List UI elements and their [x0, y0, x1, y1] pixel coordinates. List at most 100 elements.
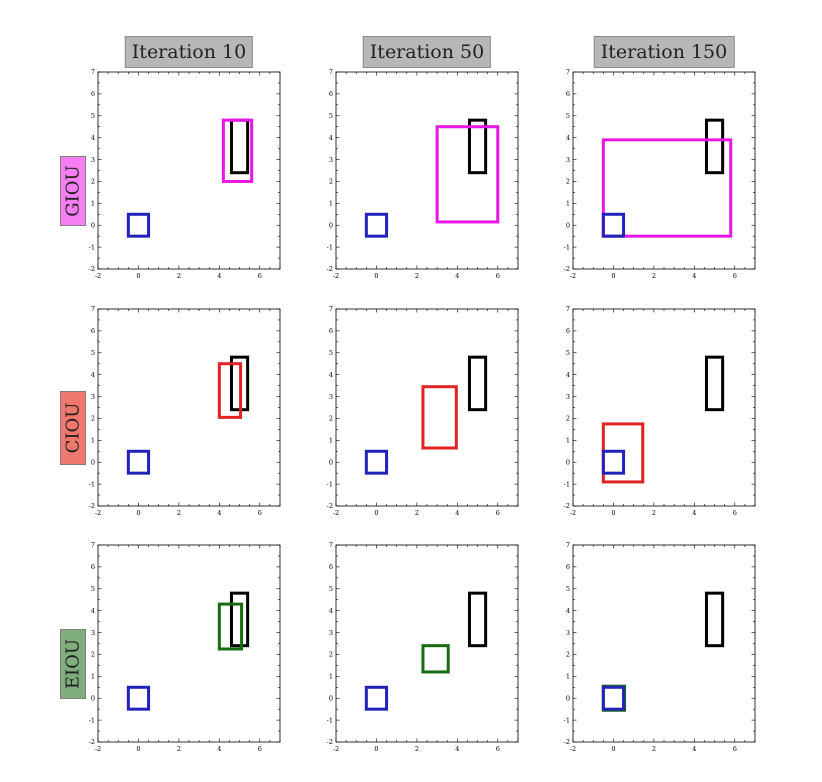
y-tick-label: 3: [329, 629, 333, 637]
x-tick-label: -2: [570, 509, 576, 517]
x-tick-label: -2: [333, 272, 339, 280]
y-tick-label: -1: [564, 243, 570, 251]
x-tick-label: 4: [217, 272, 221, 280]
panel: -2 0 2 4 6 -2 -1 0 1 2 3 4 5 6 7: [89, 68, 281, 280]
y-tick-label: -2: [327, 738, 333, 746]
x-tick-label: 0: [374, 272, 378, 280]
target-box: [229, 591, 250, 648]
y-tick-label: 4: [329, 134, 333, 142]
target-box: [704, 355, 725, 412]
y-tick-label: 0: [91, 694, 95, 702]
row-label: EIOU: [60, 628, 86, 699]
y-tick-label: 2: [91, 651, 95, 659]
x-tick-label: 0: [611, 509, 615, 517]
x-tick-label: 2: [177, 745, 181, 753]
y-tick-label: 1: [91, 673, 95, 681]
x-tick-label: -2: [333, 509, 339, 517]
x-tick-label: 0: [136, 509, 140, 517]
y-tick-label: 2: [329, 415, 333, 423]
y-tick-label: 6: [566, 563, 570, 571]
x-tick-label: 2: [415, 272, 419, 280]
x-tick-label: 6: [496, 745, 500, 753]
x-tick-label: -2: [95, 509, 101, 517]
y-tick-label: 2: [329, 651, 333, 659]
panel: -2 0 2 4 6 -2 -1 0 1 2 3 4 5 6 7: [327, 68, 519, 280]
y-tick-label: 2: [329, 178, 333, 186]
y-tick-label: -2: [564, 502, 570, 510]
predicted-box: [421, 385, 458, 450]
y-tick-label: 0: [566, 221, 570, 229]
x-tick-label: -2: [95, 745, 101, 753]
y-tick-label: 6: [566, 90, 570, 98]
x-tick-label: 4: [692, 509, 696, 517]
predicted-box: [421, 644, 450, 674]
panel: -2 0 2 4 6 -2 -1 0 1 2 3 4 5 6 7: [327, 305, 519, 517]
predicted-box: [217, 602, 244, 651]
anchor-box: [364, 685, 389, 711]
y-tick-label: 1: [91, 437, 95, 445]
x-tick-label: 6: [733, 745, 737, 753]
y-tick-label: -1: [89, 243, 95, 251]
target-box: [467, 118, 488, 175]
y-tick-label: -2: [564, 738, 570, 746]
panel: -2 0 2 4 6 -2 -1 0 1 2 3 4 5 6 7: [89, 305, 281, 517]
y-tick-label: 7: [91, 68, 95, 76]
y-tick-label: 2: [566, 415, 570, 423]
row-label: GIOU: [60, 155, 86, 226]
anchor-box: [126, 449, 151, 475]
y-tick-label: 5: [91, 112, 95, 120]
y-tick-label: 3: [91, 156, 95, 164]
y-tick-label: 0: [91, 221, 95, 229]
y-tick-label: 7: [566, 68, 570, 76]
x-tick-label: 2: [652, 509, 656, 517]
y-tick-label: 6: [329, 327, 333, 335]
x-tick-label: 6: [733, 272, 737, 280]
y-tick-label: 5: [329, 585, 333, 593]
y-tick-label: 3: [566, 393, 570, 401]
y-tick-label: 5: [91, 585, 95, 593]
y-tick-label: -2: [564, 265, 570, 273]
y-tick-label: -2: [89, 502, 95, 510]
predicted-box: [435, 125, 500, 224]
y-tick-label: 6: [329, 563, 333, 571]
y-tick-label: 4: [91, 134, 95, 142]
predicted-box: [221, 118, 254, 183]
y-tick-label: 2: [566, 178, 570, 186]
y-tick-label: -1: [89, 716, 95, 724]
target-box: [704, 118, 725, 175]
x-tick-label: 6: [258, 272, 262, 280]
x-tick-label: 6: [496, 509, 500, 517]
x-tick-label: 2: [415, 509, 419, 517]
y-tick-label: 4: [329, 371, 333, 379]
panel: -2 0 2 4 6 -2 -1 0 1 2 3 4 5 6 7: [564, 541, 756, 753]
y-tick-label: 5: [566, 112, 570, 120]
anchor-box: [364, 212, 389, 238]
plot-frame: [97, 544, 281, 743]
y-tick-label: 5: [566, 349, 570, 357]
anchor-box: [601, 685, 626, 711]
plot-frame: [335, 71, 519, 270]
x-tick-label: 0: [611, 272, 615, 280]
plot-frame: [97, 308, 281, 507]
y-tick-label: -2: [89, 738, 95, 746]
y-tick-label: 7: [91, 305, 95, 313]
x-tick-label: 0: [136, 745, 140, 753]
x-tick-label: 2: [652, 745, 656, 753]
panel: -2 0 2 4 6 -2 -1 0 1 2 3 4 5 6 7: [89, 541, 281, 753]
y-tick-label: 7: [329, 68, 333, 76]
x-tick-label: 6: [496, 272, 500, 280]
plot-frame: [335, 544, 519, 743]
y-tick-label: 4: [566, 607, 570, 615]
y-tick-label: 6: [566, 327, 570, 335]
target-box: [467, 591, 488, 648]
x-tick-label: -2: [333, 745, 339, 753]
anchor-box: [364, 449, 389, 475]
x-tick-label: 0: [611, 745, 615, 753]
x-tick-label: 4: [692, 272, 696, 280]
y-tick-label: 3: [566, 629, 570, 637]
x-tick-label: 0: [374, 509, 378, 517]
x-tick-label: 0: [374, 745, 378, 753]
y-tick-label: 2: [91, 178, 95, 186]
y-tick-label: 4: [91, 607, 95, 615]
